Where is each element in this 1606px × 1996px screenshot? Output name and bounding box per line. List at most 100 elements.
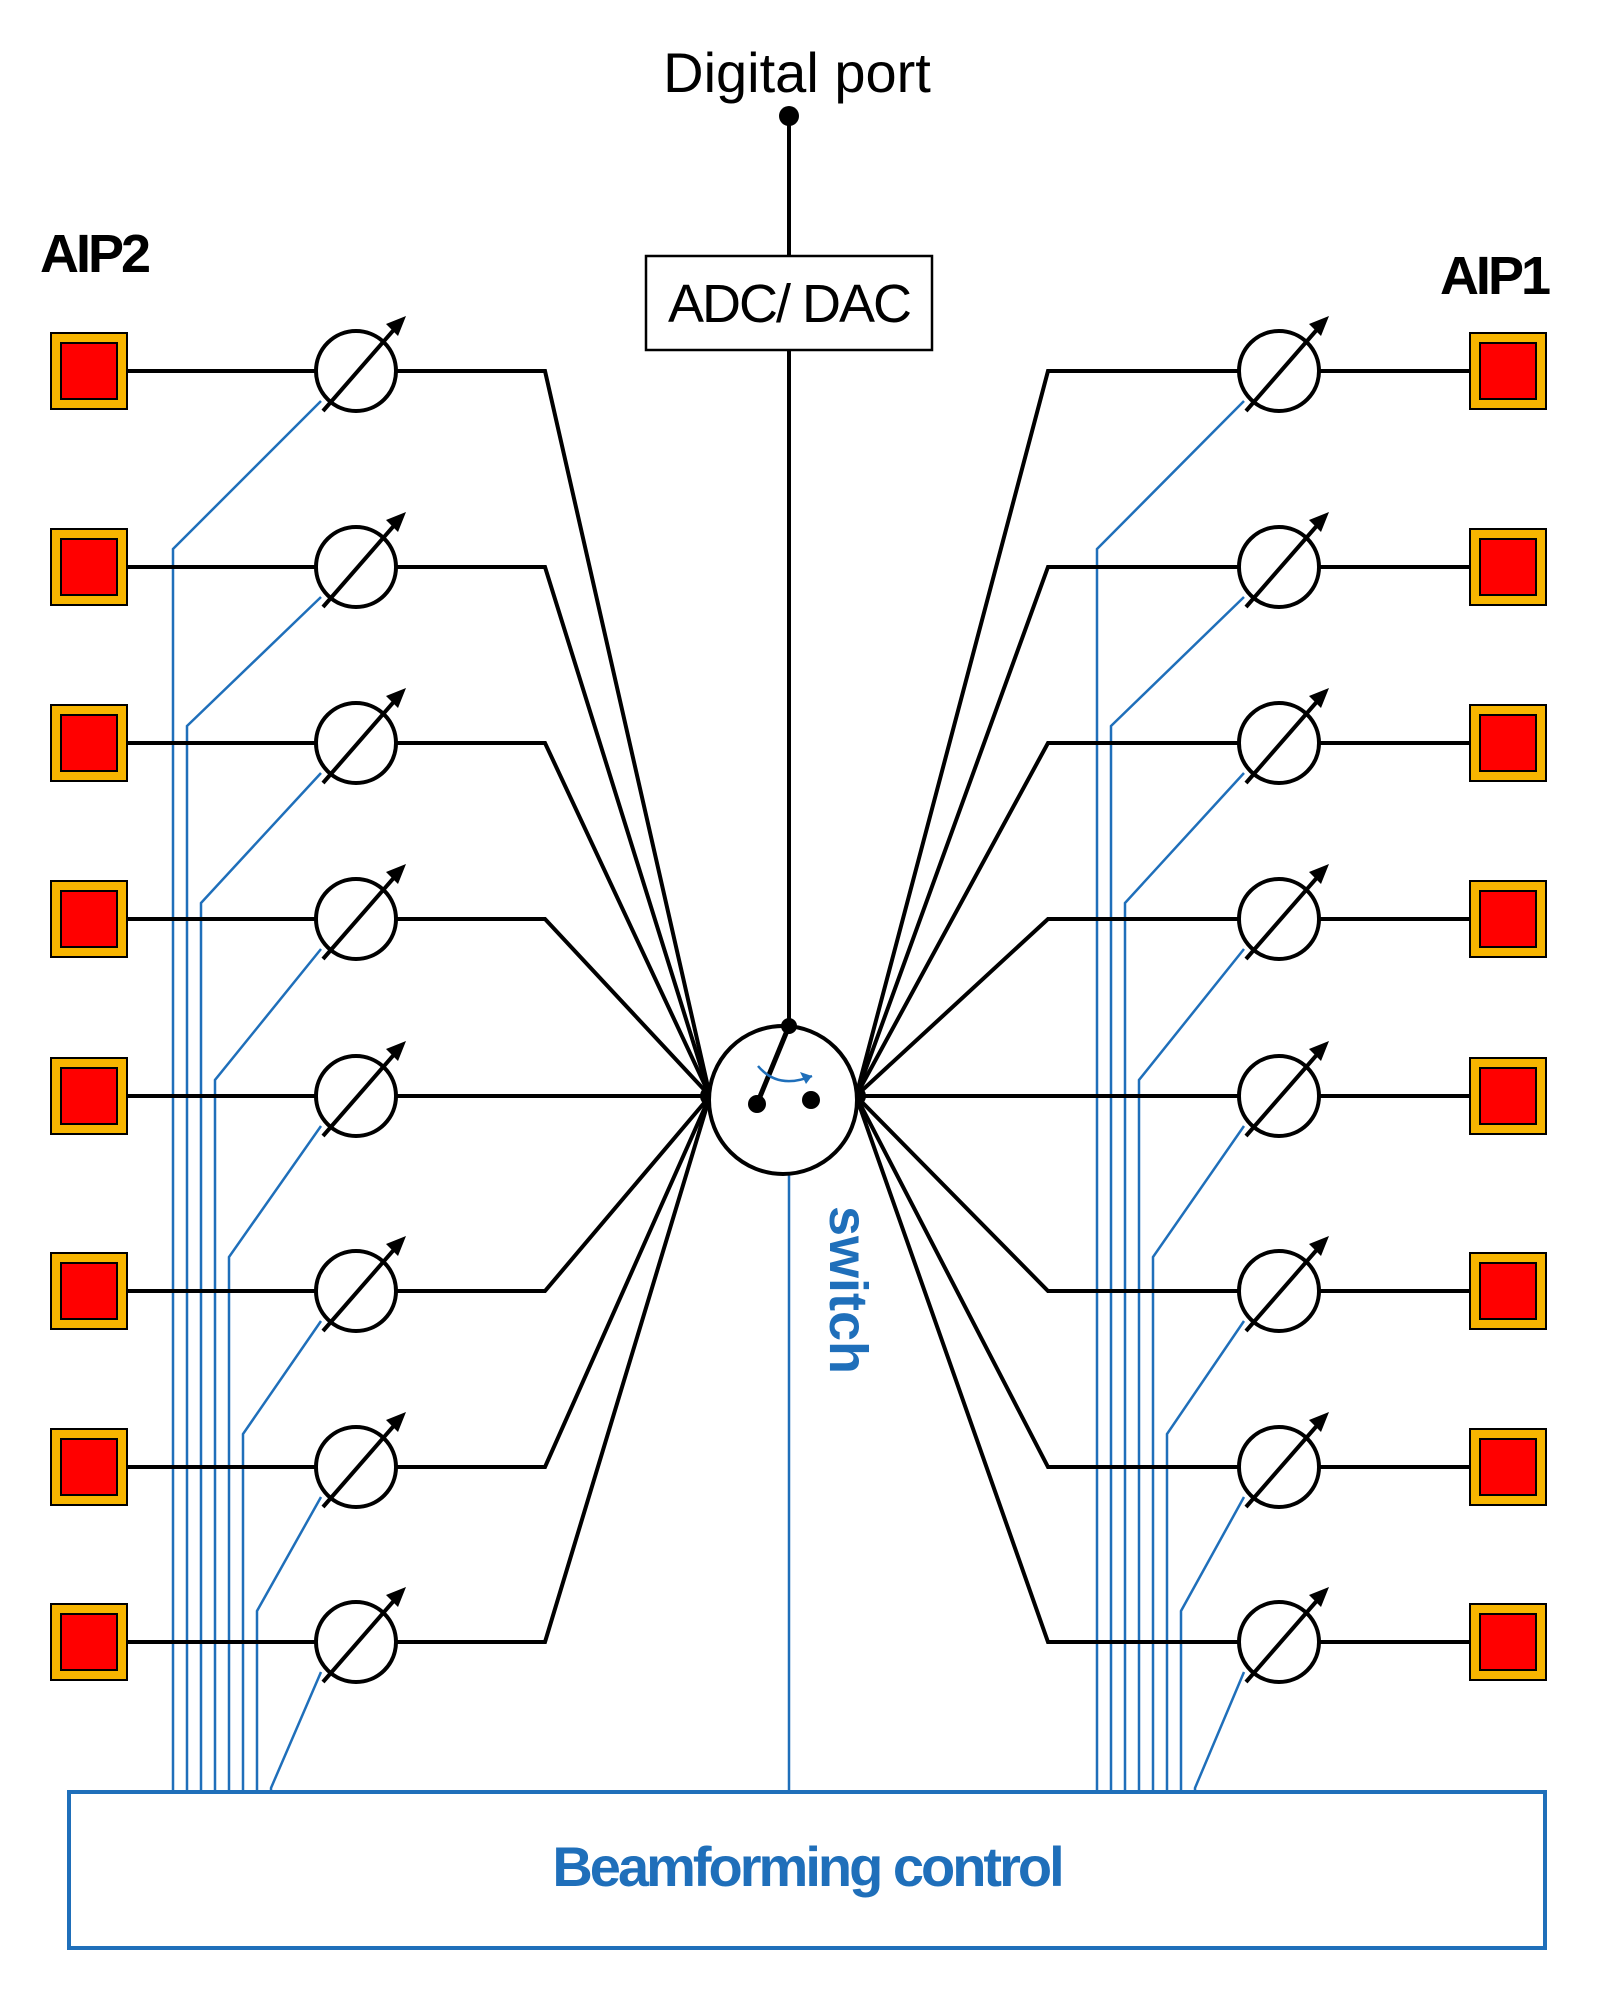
aip2-phase-shifter-4 [314,864,406,961]
aip2-antenna-element-5 [50,1057,128,1135]
aip1-antenna-patch [1479,1262,1537,1320]
aip2-phase-shifter-7 [314,1412,406,1509]
aip1-antenna-patch [1479,538,1537,596]
aip2-antenna-patch [60,538,118,596]
aip2-phase-shifter-arrowhead [386,1412,406,1432]
aip2-rf-path [396,565,712,1097]
aip1-phase-shifter-arrow [1244,1594,1323,1684]
switch-rotation-arrowhead [800,1072,812,1084]
aip1-control-line [1137,948,1245,1792]
aip1-rf-path [854,565,1239,1097]
aip1-control-line [1095,400,1245,1792]
switch-label: switch [818,1206,878,1374]
aip1-rf-path [854,369,1239,1097]
aip2-phase-shifter-6 [314,1236,406,1333]
aip2-phase-shifter-arrow [321,323,400,413]
aip2-phase-shifter-arrowhead [386,1041,406,1061]
aip2-antenna-patch [60,342,118,400]
aip1-control-line [1123,772,1245,1792]
switch-contact-left [748,1095,766,1113]
aip2-phase-shifter-3 [314,688,406,785]
switch-contact-pivot [781,1018,797,1034]
aip2-array [50,316,406,1684]
aip2-control-line [171,400,322,1792]
aip2-antenna-element-1 [50,332,128,410]
aip1-phase-shifter-arrow [1244,1419,1323,1509]
aip1-phase-shifter-arrow [1244,1243,1323,1333]
aip1-phase-shifter-5 [1237,1041,1329,1138]
aip2-control-line [199,772,322,1792]
control-lines [171,400,1246,1792]
aip2-phase-shifter-8 [314,1587,406,1684]
aip2-phase-shifter-arrow [321,871,400,961]
digital-port-label: Digital port [663,41,931,104]
aip2-rf-path [396,741,712,1097]
aip1-phase-shifter-arrow [1244,1048,1323,1138]
adc-dac-label: ADC/ DAC [668,274,910,334]
aip1-rf-path [854,917,1239,1098]
aip1-phase-shifter-3 [1237,688,1329,785]
aip1-control-line [1151,1125,1246,1792]
aip2-antenna-element-4 [50,880,128,958]
adc-dac-box [644,254,934,352]
aip2-antenna-element-7 [50,1428,128,1506]
rf-lines [127,369,1470,1644]
aip1-antenna-element-8 [1469,1603,1547,1681]
aip2-antenna-patch [60,1438,118,1496]
aip1-antenna-patch [1479,1067,1537,1125]
aip2-control-line [227,1125,323,1792]
aip1-rf-path [854,1095,1239,1469]
aip2-antenna-patch [60,714,118,772]
aip1-control-line [1109,596,1245,1792]
aip2-rf-path [396,917,712,1098]
aip2-antenna-element-6 [50,1252,128,1330]
aip1-antenna-patch [1479,1438,1537,1496]
aip1-phase-shifter-7 [1237,1412,1329,1509]
aip2-antenna-element-3 [50,704,128,782]
aip1-antenna-element-5 [1469,1057,1547,1135]
aip2-phase-shifter-arrowhead [386,1236,406,1256]
aip1-label: AIP1 [1440,246,1550,306]
aip1-antenna-element-7 [1469,1428,1547,1506]
beamforming-control-label: Beamforming control [552,1835,1061,1898]
aip1-antenna-element-6 [1469,1252,1547,1330]
aip2-phase-shifter-arrow [321,1594,400,1684]
aip1-antenna-element-3 [1469,704,1547,782]
aip2-antenna-patch [60,890,118,948]
switch-contact-right [802,1091,820,1109]
aip1-phase-shifter-2 [1237,512,1329,609]
aip1-antenna-patch [1479,1613,1537,1671]
aip1-phase-shifter-arrowhead [1309,688,1329,708]
aip2-control-line [241,1320,323,1792]
aip2-control-line [185,596,322,1792]
aip2-phase-shifter-arrowhead [386,512,406,532]
aip2-rf-path [396,1095,712,1644]
aip2-phase-shifter-arrowhead [386,864,406,884]
aip1-rf-path [854,1095,1239,1644]
aip1-control-line [1179,1496,1246,1792]
aip2-control-line [255,1496,323,1792]
aip2-phase-shifter-5 [314,1041,406,1138]
aip2-label: AIP2 [40,224,149,284]
aip1-phase-shifter-arrowhead [1309,512,1329,532]
aip1-phase-shifter-arrow [1244,695,1323,785]
aip2-antenna-element-8 [50,1603,128,1681]
aip1-rf-path [854,1094,1239,1293]
aip1-antenna-element-1 [1469,332,1547,410]
rf-switch-icon [707,1024,859,1176]
rf-switch [707,1018,859,1176]
aip2-control-line [269,1671,323,1792]
aip1-antenna-element-2 [1469,528,1547,606]
aip1-phase-shifter-6 [1237,1236,1329,1333]
aip2-antenna-patch [60,1262,118,1320]
aip2-phase-shifter-arrowhead [386,688,406,708]
aip1-phase-shifter-1 [1237,316,1329,413]
aip1-phase-shifter-arrowhead [1309,864,1329,884]
aip2-phase-shifter-arrowhead [386,316,406,336]
aip2-phase-shifter-arrow [321,1243,400,1333]
aip1-phase-shifter-arrowhead [1309,316,1329,336]
aip2-rf-path [396,1094,712,1293]
aip2-antenna-patch [60,1067,118,1125]
aip1-phase-shifter-arrowhead [1309,1041,1329,1061]
